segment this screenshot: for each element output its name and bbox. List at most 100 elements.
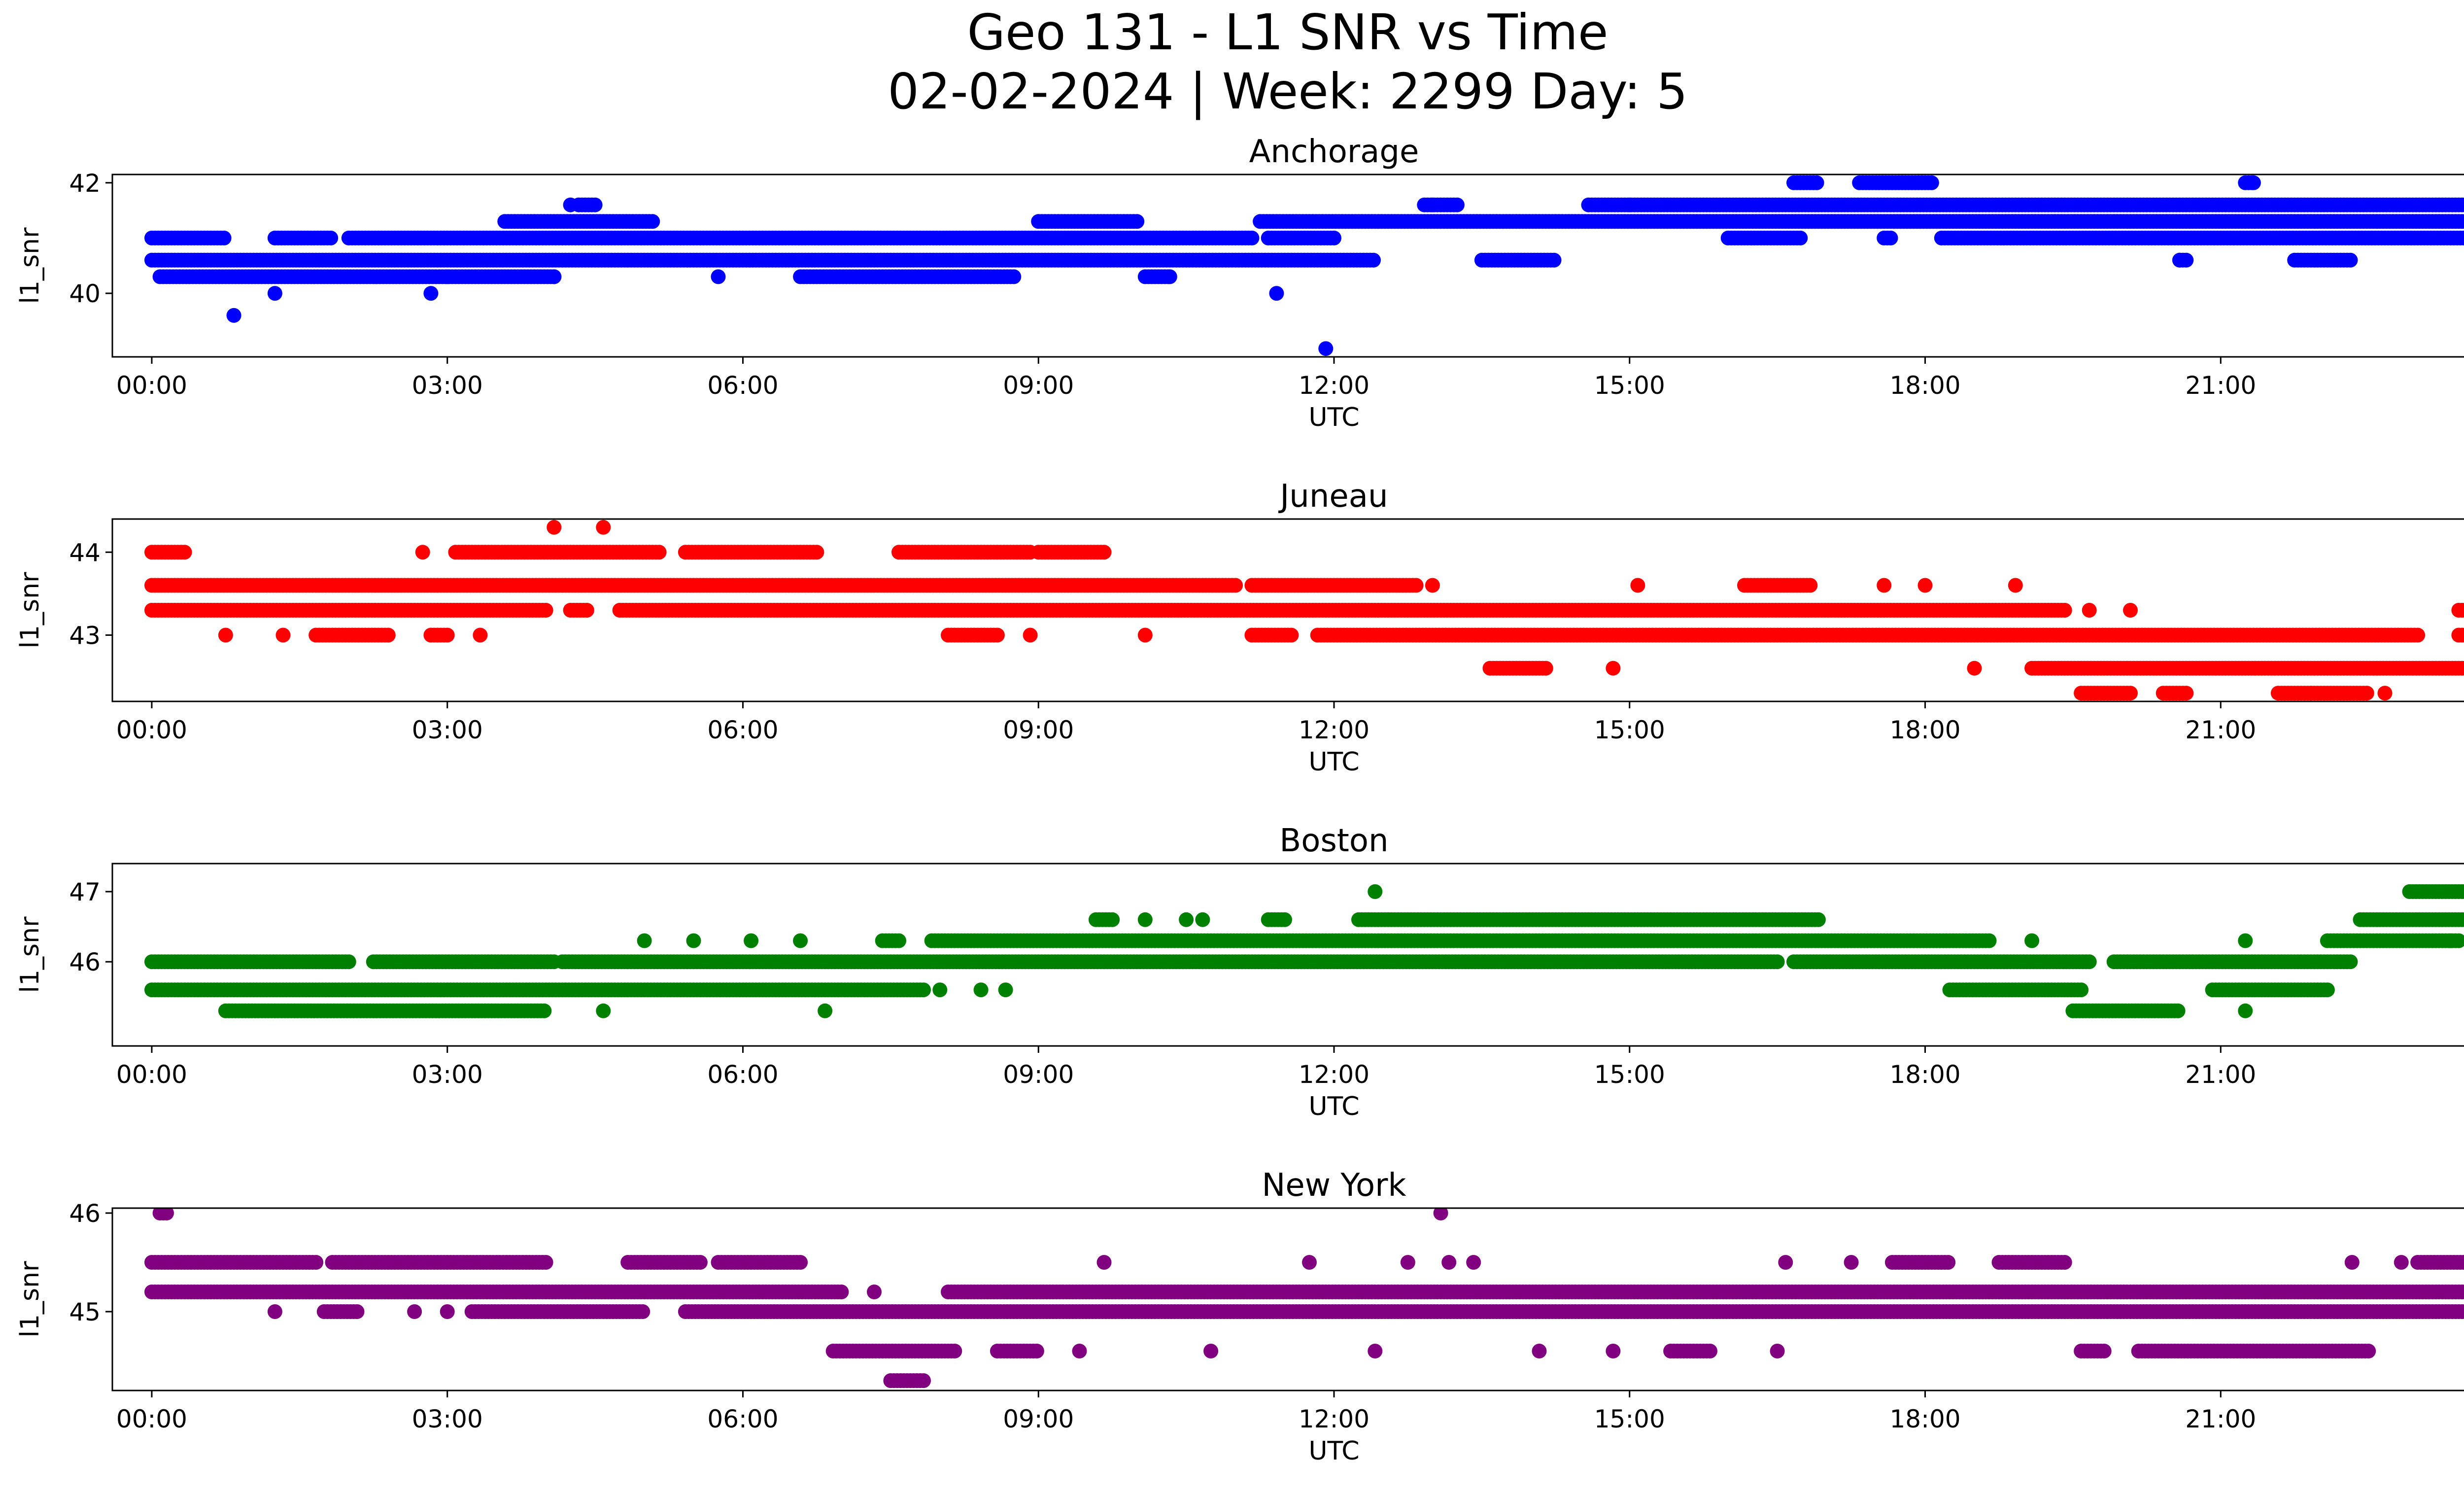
data-point (2172, 252, 2187, 268)
data-point (2461, 199, 2464, 211)
data-point (341, 954, 356, 970)
data-point (2463, 234, 2464, 242)
data-point (587, 197, 603, 212)
data-point (1630, 578, 1645, 593)
x-tick-label: 00:00 (116, 371, 187, 400)
scatter-series (144, 520, 2464, 701)
data-point (2343, 252, 2358, 268)
x-tick-label: 21:00 (2185, 371, 2256, 400)
data-point (1924, 175, 1939, 190)
data-point (1023, 627, 1038, 643)
subplot-title: Anchorage (1249, 134, 1419, 170)
snr-level-band (571, 197, 2464, 212)
snr-level-band (144, 603, 2464, 618)
data-point (2008, 578, 2023, 593)
data-point (1006, 269, 1022, 284)
snr-level-band (144, 545, 1112, 560)
data-point (1096, 545, 1112, 560)
data-point (1425, 197, 1440, 212)
data-point (538, 603, 553, 618)
data-point (423, 286, 439, 301)
data-point (1327, 230, 1341, 245)
data-point (1770, 954, 1785, 970)
y-axis-label: l1_snr (15, 572, 45, 649)
snr-level-band (1482, 661, 2464, 676)
figure-title-line2: 02-02-2024 | Week: 2299 Day: 5 (888, 63, 1687, 120)
x-axis-label: UTC (1308, 403, 1359, 432)
y-tick-label: 42 (69, 169, 101, 198)
data-point (891, 933, 906, 948)
data-point (226, 308, 241, 323)
data-point (2057, 603, 2072, 618)
data-point (415, 545, 430, 560)
scatter-series (144, 175, 2464, 356)
data-point (916, 982, 931, 998)
data-point (547, 520, 562, 535)
snr-level-band (308, 627, 2464, 643)
data-point (218, 627, 233, 643)
data-point (2343, 954, 2358, 970)
snr-level-band (1786, 175, 2259, 190)
data-point (2074, 982, 2089, 998)
x-tick-label: 12:00 (1299, 716, 1369, 744)
x-tick-label: 15:00 (1594, 371, 1665, 400)
data-point (2123, 603, 2138, 618)
x-tick-label: 09:00 (1003, 716, 1074, 744)
data-point (1284, 627, 1299, 643)
data-point (809, 545, 824, 560)
data-point (2359, 686, 2374, 701)
data-point (1883, 230, 1898, 245)
data-point (1967, 661, 1982, 676)
data-point (1606, 661, 1621, 676)
y-tick-label: 43 (69, 621, 101, 650)
data-point (2461, 662, 2464, 674)
x-tick-label: 18:00 (1889, 716, 1960, 744)
data-point (2320, 982, 2335, 998)
snr-level-band (144, 230, 2464, 245)
data-point (1538, 661, 1553, 676)
data-point (2170, 1003, 2186, 1018)
y-axis-label: l1_snr (15, 227, 45, 304)
data-point (1793, 230, 1808, 245)
data-point (2460, 231, 2464, 245)
snr-level-band (497, 214, 2464, 229)
data-point (1228, 578, 1243, 593)
x-tick-label: 00:00 (116, 716, 187, 744)
data-point (537, 1003, 552, 1018)
snr-level-band (144, 954, 2358, 970)
x-tick-label: 18:00 (1889, 371, 1960, 400)
data-point (547, 269, 562, 284)
data-point (380, 627, 396, 643)
data-point (2082, 954, 2097, 970)
y-tick-label: 44 (69, 538, 101, 567)
figure-title-line1: Geo 131 - L1 SNR vs Time (967, 3, 1608, 61)
data-point (563, 197, 578, 212)
snr-level-band (218, 1003, 2186, 1018)
x-tick-label: 09:00 (1003, 371, 1074, 400)
x-tick-label: 12:00 (1299, 371, 1369, 400)
data-point (2410, 627, 2426, 643)
data-point (2082, 603, 2097, 618)
y-tick-label: 40 (69, 279, 101, 308)
data-point (1546, 252, 1562, 268)
snr-level-band (144, 252, 2358, 268)
x-tick-label: 15:00 (1594, 716, 1665, 744)
x-tick-label: 21:00 (2185, 716, 2256, 744)
data-point (2461, 629, 2464, 641)
data-point (1917, 578, 1933, 593)
snr-level-band (144, 982, 2335, 998)
data-point (2377, 686, 2393, 701)
data-point (1408, 578, 1424, 593)
x-tick-label: 06:00 (707, 371, 778, 400)
x-axis-label: UTC (1308, 747, 1359, 777)
data-point (1449, 197, 1465, 212)
data-point (2303, 686, 2319, 701)
x-tick-label: 06:00 (707, 716, 778, 744)
snr-level-band (2074, 686, 2374, 701)
